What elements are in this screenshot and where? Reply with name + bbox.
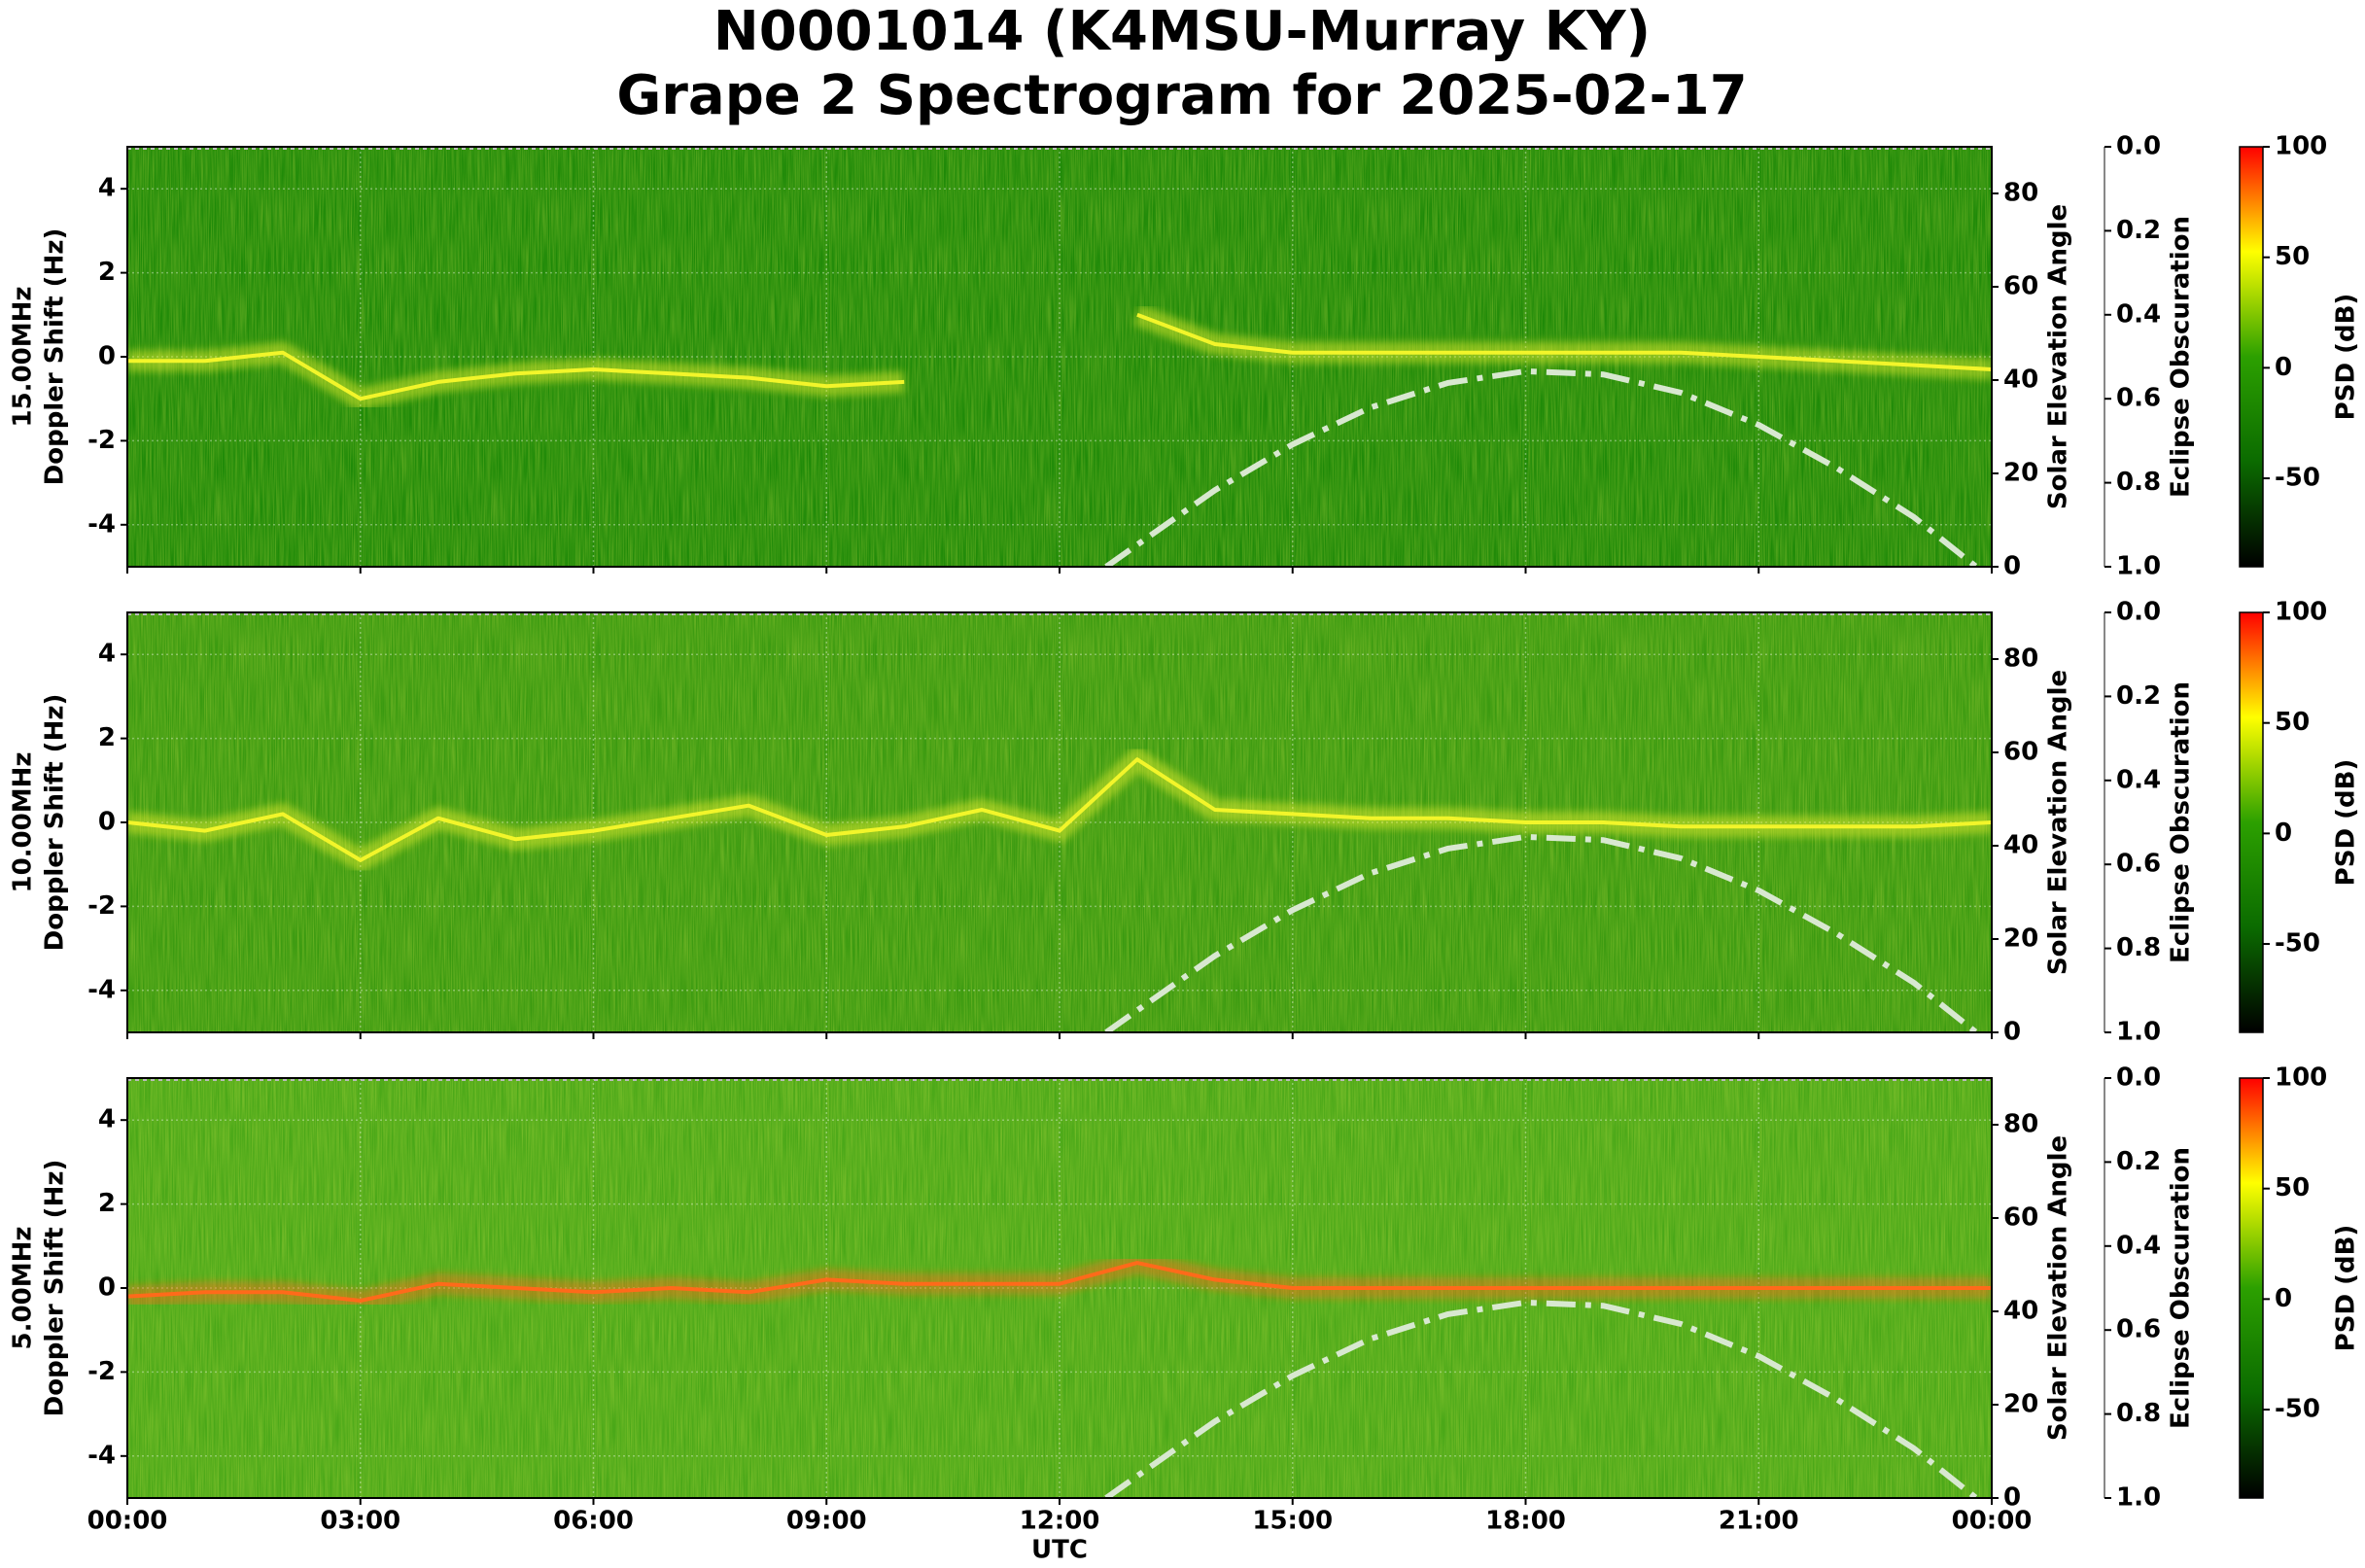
y2-tick-label: 60 — [2003, 1203, 2038, 1233]
eclipse-axis-label: Eclipse Obscuration — [2167, 1147, 2196, 1429]
eclipse-tick-label: 0.4 — [2116, 1231, 2161, 1260]
y2-tick-label: 0 — [2003, 1018, 2021, 1047]
colorbar-tick-label: 50 — [2275, 1173, 2310, 1202]
y-tick-label: 4 — [98, 1105, 116, 1134]
eclipse-tick-label: 0.0 — [2116, 598, 2161, 627]
y-tick-label: 4 — [98, 640, 116, 669]
solar-elevation-line — [1104, 1299, 1978, 1498]
y-tick-label: -2 — [87, 1357, 116, 1386]
eclipse-tick-label: 0.4 — [2116, 765, 2161, 794]
x-tick-label: 00:00 — [1952, 1507, 2033, 1536]
y-tick-label: 2 — [98, 258, 116, 287]
doppler-trace — [127, 1261, 1992, 1303]
eclipse-axis-label: Eclipse Obscuration — [2167, 216, 2196, 498]
eclipse-tick-label: 0.6 — [2116, 384, 2161, 413]
y2-tick-label: 60 — [2003, 738, 2038, 767]
eclipse-tick-label: 0.8 — [2116, 468, 2161, 497]
doppler-trace — [127, 757, 1992, 862]
y-tick-label: -2 — [87, 426, 116, 455]
colorbar-tick-label: 50 — [2275, 708, 2310, 737]
colorbar-tick-label: 0 — [2275, 353, 2292, 382]
solar-elevation-line — [1104, 367, 1978, 567]
x-tick-label: 09:00 — [786, 1507, 867, 1536]
eclipse-tick-label: 0.4 — [2116, 299, 2161, 329]
doppler-trace — [127, 312, 1992, 401]
eclipse-axis-label: Eclipse Obscuration — [2167, 681, 2196, 963]
colorbar-label: PSD (dB) — [2332, 759, 2361, 887]
eclipse-tick-label: 0.6 — [2116, 850, 2161, 879]
x-tick-label: 00:00 — [87, 1507, 168, 1536]
colorbar-tick-label: -50 — [2275, 929, 2320, 958]
colorbar-tick-label: 100 — [2275, 132, 2327, 161]
y-axis-label: 5.00MHz — [9, 1227, 38, 1350]
colorbar — [2239, 146, 2264, 568]
x-tick-label: 21:00 — [1719, 1507, 1799, 1536]
eclipse-tick-label: 1.0 — [2116, 552, 2161, 581]
y-tick-label: 0 — [98, 342, 116, 371]
y-tick-label: 0 — [98, 1273, 116, 1303]
y2-tick-label: 80 — [2003, 1110, 2038, 1139]
eclipse-tick-label: 1.0 — [2116, 1483, 2161, 1513]
eclipse-tick-label: 0.8 — [2116, 933, 2161, 962]
x-tick-label: 18:00 — [1485, 1507, 1566, 1536]
colorbar-tick-label: 100 — [2275, 1063, 2327, 1093]
y2-tick-label: 40 — [2003, 366, 2038, 395]
eclipse-tick-label: 0.6 — [2116, 1315, 2161, 1344]
colorbar-tick-label: 0 — [2275, 819, 2292, 848]
y-tick-label: 4 — [98, 174, 116, 203]
x-tick-label: 15:00 — [1252, 1507, 1333, 1536]
colorbar-label: PSD (dB) — [2332, 294, 2361, 421]
y2-tick-label: 40 — [2003, 1297, 2038, 1326]
colorbar-tick-label: -50 — [2275, 464, 2320, 493]
y2-axis-label: Solar Elevation Angle — [2044, 1135, 2073, 1441]
colorbar-tick-label: 0 — [2275, 1284, 2292, 1313]
eclipse-tick-label: 0.2 — [2116, 216, 2161, 245]
colorbar-tick-label: 50 — [2275, 242, 2310, 271]
eclipse-tick-label: 0.2 — [2116, 681, 2161, 711]
y2-tick-label: 20 — [2003, 1390, 2038, 1419]
eclipse-tick-label: 0.0 — [2116, 1063, 2161, 1093]
colorbar — [2239, 611, 2264, 1033]
y-axis-label: Doppler Shift (Hz) — [41, 228, 70, 486]
eclipse-tick-label: 0.8 — [2116, 1399, 2161, 1428]
y2-axis-label: Solar Elevation Angle — [2044, 670, 2073, 975]
y2-tick-label: 20 — [2003, 459, 2038, 488]
eclipse-tick-label: 1.0 — [2116, 1018, 2161, 1047]
y2-tick-label: 80 — [2003, 179, 2038, 208]
x-tick-label: 12:00 — [1020, 1507, 1100, 1536]
y-axis-label: Doppler Shift (Hz) — [41, 1160, 70, 1417]
y-axis-label: Doppler Shift (Hz) — [41, 694, 70, 952]
y2-tick-label: 40 — [2003, 831, 2038, 860]
y2-tick-label: 0 — [2003, 1483, 2021, 1513]
y2-tick-label: 0 — [2003, 552, 2021, 581]
y-tick-label: 2 — [98, 1189, 116, 1218]
colorbar-label: PSD (dB) — [2332, 1225, 2361, 1352]
eclipse-tick-label: 0.2 — [2116, 1147, 2161, 1176]
eclipse-tick-label: 0.0 — [2116, 132, 2161, 161]
y-tick-label: -4 — [87, 1441, 116, 1470]
y-tick-label: 0 — [98, 808, 116, 837]
y-tick-label: -2 — [87, 891, 116, 921]
colorbar — [2239, 1077, 2264, 1499]
y-tick-label: -4 — [87, 975, 116, 1004]
solar-elevation-line — [1104, 833, 1978, 1032]
y-tick-label: 2 — [98, 723, 116, 752]
y-axis-label: 15.00MHz — [9, 286, 38, 427]
x-axis-label: UTC — [1031, 1536, 1088, 1565]
x-tick-label: 06:00 — [553, 1507, 634, 1536]
colorbar-tick-label: -50 — [2275, 1395, 2320, 1424]
y2-tick-label: 60 — [2003, 272, 2038, 301]
y-tick-label: -4 — [87, 509, 116, 539]
colorbar-tick-label: 100 — [2275, 598, 2327, 627]
y2-axis-label: Solar Elevation Angle — [2044, 204, 2073, 509]
x-tick-label: 03:00 — [320, 1507, 400, 1536]
chart-subtitle: Grape 2 Spectrogram for 2025-02-17 — [616, 64, 1747, 127]
y2-tick-label: 80 — [2003, 645, 2038, 674]
y-axis-label: 10.00MHz — [9, 751, 38, 892]
y2-tick-label: 20 — [2003, 924, 2038, 954]
chart-title: N0001014 (K4MSU-Murray KY) — [713, 0, 1651, 63]
